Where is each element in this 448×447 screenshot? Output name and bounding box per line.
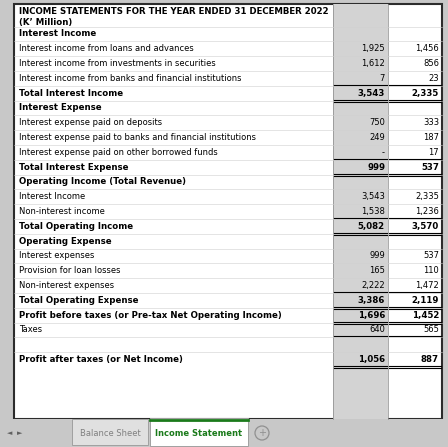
Text: Interest Expense: Interest Expense (19, 104, 102, 113)
Bar (150, 418, 248, 446)
Bar (72, 419, 148, 445)
Text: 2,335: 2,335 (415, 192, 439, 201)
Text: Interest income from loans and advances: Interest income from loans and advances (19, 44, 194, 53)
Text: 1,236: 1,236 (415, 207, 439, 216)
Text: 2,335: 2,335 (412, 89, 439, 98)
Text: 1,056: 1,056 (358, 355, 385, 364)
Text: 750: 750 (369, 118, 385, 127)
Text: Provision for loan losses: Provision for loan losses (19, 266, 121, 275)
Text: +: + (258, 427, 266, 438)
Text: Operating Expense: Operating Expense (19, 237, 112, 246)
Text: 999: 999 (367, 163, 385, 172)
Text: 110: 110 (423, 266, 439, 275)
Text: Total Operating Expense: Total Operating Expense (19, 296, 138, 305)
Text: Total Interest Expense: Total Interest Expense (19, 163, 129, 172)
Text: Interest expense paid on deposits: Interest expense paid on deposits (19, 118, 162, 127)
Text: Interest expenses: Interest expenses (19, 252, 95, 261)
Text: Non-interest income: Non-interest income (19, 207, 105, 216)
Bar (0, 419, 448, 447)
Text: Total Operating Income: Total Operating Income (19, 222, 133, 231)
Text: 1,538: 1,538 (361, 207, 385, 216)
Text: 2,222: 2,222 (362, 281, 385, 290)
Text: Non-interest expenses: Non-interest expenses (19, 281, 114, 290)
Text: Income Statement: Income Statement (155, 429, 242, 438)
Text: 537: 537 (421, 163, 439, 172)
Text: Interest income from banks and financial institutions: Interest income from banks and financial… (19, 74, 241, 83)
Text: Interest Income: Interest Income (19, 192, 85, 201)
Text: 1,472: 1,472 (415, 281, 439, 290)
Text: 3,386: 3,386 (358, 296, 385, 305)
Text: 537: 537 (423, 252, 439, 261)
Text: 7: 7 (379, 74, 385, 83)
Text: -: - (382, 148, 385, 157)
Text: 887: 887 (421, 355, 439, 364)
Text: 2,119: 2,119 (412, 296, 439, 305)
Text: 165: 165 (369, 266, 385, 275)
Text: ►: ► (17, 430, 23, 436)
Text: 5,082: 5,082 (358, 222, 385, 231)
Text: Profit before taxes (or Pre-tax Net Operating Income): Profit before taxes (or Pre-tax Net Oper… (19, 311, 282, 320)
Text: 249: 249 (369, 133, 385, 142)
Text: ◄: ◄ (7, 430, 13, 436)
Text: 1,696: 1,696 (358, 311, 385, 320)
Bar (333, 4, 388, 419)
Text: 1,456: 1,456 (415, 44, 439, 53)
Text: (K’ Million): (K’ Million) (19, 17, 72, 26)
Text: Balance Sheet: Balance Sheet (80, 429, 140, 438)
Text: 333: 333 (423, 118, 439, 127)
Text: Interest expense paid on other borrowed funds: Interest expense paid on other borrowed … (19, 148, 218, 157)
Text: 1,612: 1,612 (361, 59, 385, 68)
Text: 3,570: 3,570 (412, 222, 439, 231)
Text: Operating Income (Total Revenue): Operating Income (Total Revenue) (19, 177, 186, 186)
Text: 17: 17 (428, 148, 439, 157)
Text: Taxes: Taxes (19, 325, 42, 334)
Text: Total Interest Income: Total Interest Income (19, 89, 123, 98)
Text: 999: 999 (369, 252, 385, 261)
Text: 1,925: 1,925 (362, 44, 385, 53)
Text: Interest expense paid to banks and financial institutions: Interest expense paid to banks and finan… (19, 133, 256, 142)
Text: 187: 187 (423, 133, 439, 142)
Text: Interest income from investments in securities: Interest income from investments in secu… (19, 59, 216, 68)
Text: INCOME STATEMENTS FOR THE YEAR ENDED 31 DECEMBER 2022: INCOME STATEMENTS FOR THE YEAR ENDED 31 … (19, 7, 329, 16)
Text: 565: 565 (423, 325, 439, 334)
Text: 3,543: 3,543 (358, 89, 385, 98)
Text: 23: 23 (428, 74, 439, 83)
Text: Profit after taxes (or Net Income): Profit after taxes (or Net Income) (19, 355, 183, 364)
Text: 3,543: 3,543 (361, 192, 385, 201)
Text: Interest Income: Interest Income (19, 30, 96, 38)
Text: 640: 640 (369, 325, 385, 334)
Text: 856: 856 (423, 59, 439, 68)
Text: 1,452: 1,452 (412, 311, 439, 320)
